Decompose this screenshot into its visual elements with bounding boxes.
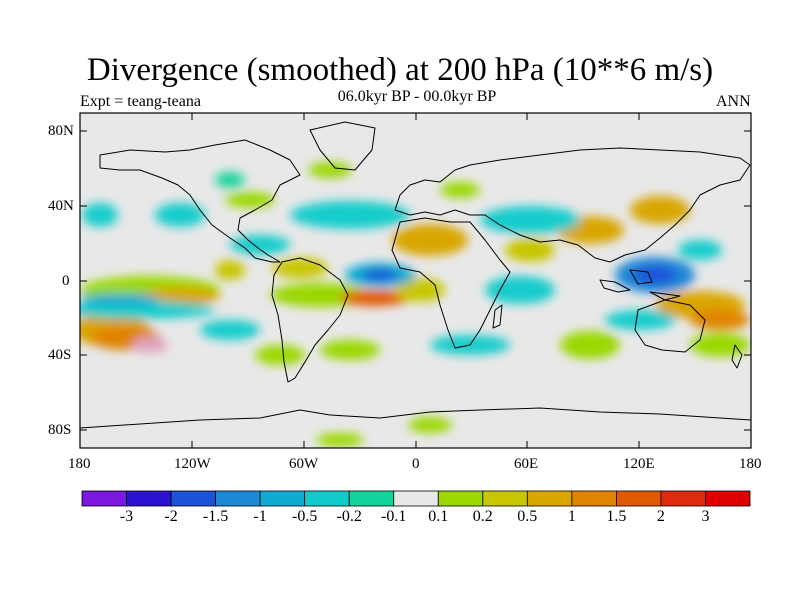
colorbar-label: 2 xyxy=(656,508,665,525)
colorbar-label: 0.5 xyxy=(517,508,538,525)
colorbar-box xyxy=(304,490,350,507)
colorbar xyxy=(81,490,751,507)
latitude-ticks xyxy=(80,130,751,431)
madagascar-outline xyxy=(492,304,503,329)
coastlines xyxy=(80,121,751,429)
north-america-outline xyxy=(99,139,301,263)
colorbar-label: -2 xyxy=(164,508,178,525)
colorbar-label: -0.5 xyxy=(292,508,318,525)
plot-title: Divergence (smoothed) at 200 hPa (10**6 … xyxy=(86,52,714,88)
colorbar-box xyxy=(705,490,751,507)
colorbar-label: -0.1 xyxy=(381,508,407,525)
lon-label-180e: 180 xyxy=(739,456,762,472)
colorbar-box xyxy=(348,490,395,507)
colorbar-label: -1.5 xyxy=(202,508,229,525)
experiment-label: Expt = teang-teana xyxy=(80,93,201,110)
lat-label-40s: 40S xyxy=(48,347,72,363)
lat-label-80s: 80S xyxy=(48,422,72,438)
colorbar-label: 3 xyxy=(701,508,710,525)
colorbar-box xyxy=(660,490,706,507)
colorbar-box xyxy=(616,490,662,507)
maritime-continent-outline xyxy=(599,269,681,301)
colorbar-label: 0.1 xyxy=(428,508,449,525)
divergence-field xyxy=(80,162,750,447)
colorbar-box xyxy=(393,490,439,507)
australia-outline xyxy=(634,299,706,353)
colorbar-box xyxy=(81,490,127,507)
south-america-outline xyxy=(271,257,349,383)
eurasia-outline xyxy=(394,147,751,263)
lon-label-180w: 180 xyxy=(68,456,91,472)
colorbar-label: -0.2 xyxy=(336,508,362,525)
colorbar-label: -1 xyxy=(253,508,267,525)
colorbar-box xyxy=(437,490,484,507)
colorbar-box xyxy=(259,490,306,507)
lon-label-120w: 120W xyxy=(174,456,211,472)
colorbar-label: -3 xyxy=(119,508,134,525)
africa-outline xyxy=(391,217,511,349)
period-label: 06.0kyr BP - 00.0kyr BP xyxy=(337,88,497,105)
lon-label-0: 0 xyxy=(412,456,420,472)
lon-label-120e: 120E xyxy=(623,456,655,472)
season-label: ANN xyxy=(716,93,751,110)
colorbar-label: 1 xyxy=(567,508,576,525)
lon-label-60e: 60E xyxy=(514,456,539,472)
greenland-outline xyxy=(309,121,376,171)
colorbar-label: 0.2 xyxy=(472,508,493,525)
lat-label-80n: 80N xyxy=(48,123,74,139)
colorbar-box xyxy=(215,490,261,507)
antarctica-outline xyxy=(80,407,751,429)
lon-label-60w: 60W xyxy=(289,456,319,472)
colorbar-box xyxy=(526,490,573,507)
lat-label-0: 0 xyxy=(62,273,70,289)
colorbar-box xyxy=(170,490,217,507)
colorbar-box xyxy=(482,490,528,507)
colorbar-box xyxy=(126,490,172,507)
colorbar-label: 1.5 xyxy=(606,508,627,525)
colorbar-box xyxy=(571,490,617,507)
new-zealand-outline xyxy=(731,344,743,369)
lat-label-40n: 40N xyxy=(48,198,74,214)
longitude-ticks xyxy=(191,113,640,448)
